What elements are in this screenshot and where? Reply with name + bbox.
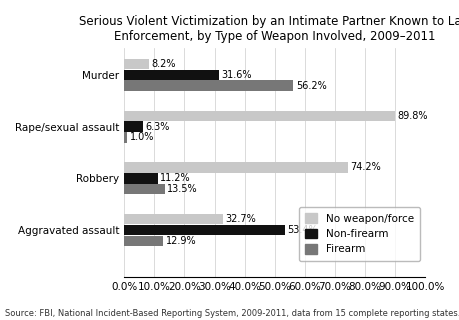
Bar: [124, 184, 164, 195]
Text: 13.5%: 13.5%: [167, 184, 197, 194]
Text: 31.6%: 31.6%: [221, 70, 252, 80]
Text: 32.7%: 32.7%: [224, 214, 255, 224]
Text: 53.4%: 53.4%: [287, 225, 317, 235]
Text: 8.2%: 8.2%: [151, 59, 175, 69]
Text: 74.2%: 74.2%: [349, 163, 380, 172]
Bar: [124, 80, 293, 91]
Bar: [124, 162, 347, 173]
Text: 11.2%: 11.2%: [160, 173, 190, 183]
Bar: [124, 59, 149, 69]
Bar: [124, 132, 127, 143]
Text: 56.2%: 56.2%: [295, 81, 326, 91]
Bar: [124, 173, 157, 184]
Text: 12.9%: 12.9%: [165, 236, 196, 246]
Bar: [124, 69, 219, 80]
Bar: [124, 214, 222, 225]
Bar: [124, 236, 163, 246]
Bar: [124, 110, 394, 121]
Legend: No weapon/force, Non-firearm, Firearm: No weapon/force, Non-firearm, Firearm: [298, 207, 419, 261]
Title: Serious Violent Victimization by an Intimate Partner Known to Law
Enforcement, b: Serious Violent Victimization by an Inti…: [78, 15, 459, 43]
Bar: [124, 225, 285, 236]
Text: 89.8%: 89.8%: [396, 111, 426, 121]
Bar: [124, 121, 143, 132]
Text: Source: FBI, National Incident-Based Reporting System, 2009-2011, data from 15 c: Source: FBI, National Incident-Based Rep…: [5, 309, 459, 318]
Text: 6.3%: 6.3%: [146, 122, 170, 132]
Text: 1.0%: 1.0%: [129, 132, 154, 142]
